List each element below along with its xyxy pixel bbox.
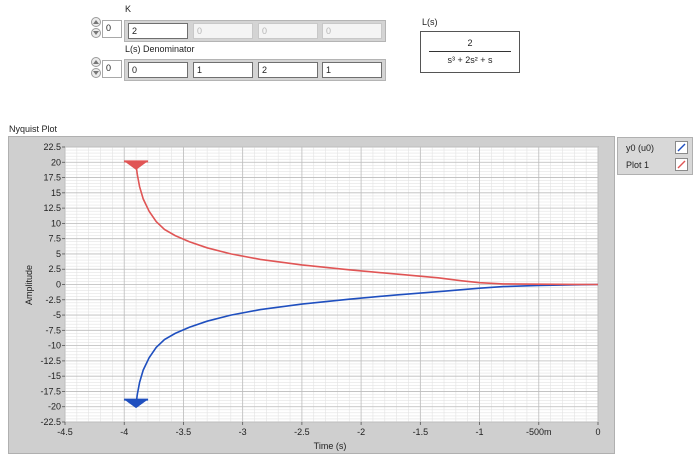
spin-down-icon[interactable] [91,28,101,38]
x-tick-label: -3.5 [176,427,192,437]
y-axis-label: Amplitude [24,264,34,306]
y-tick-label: 15 [51,188,61,198]
legend-name-plot1: Plot 1 [626,160,650,170]
y-tick-label: -20 [48,402,61,412]
series-line-y0 [135,283,599,404]
series-line-plot1 [135,165,599,286]
transfer-function-display: 2 s³ + 2s² + s [420,31,520,73]
spin-up-icon[interactable] [91,17,101,27]
ticks: 22.52017.51512.5107.552.50-2.5-5-7.5-10-… [40,142,600,437]
x-tick-label: -1.5 [413,427,429,437]
y-tick-label: -17.5 [40,386,61,396]
denominator-element-2[interactable]: 2 [258,62,318,78]
transfer-function-label: L(s) [422,17,438,27]
x-tick-label: -2.5 [294,427,310,437]
x-tick-label: -500m [526,427,552,437]
denominator-element-3[interactable]: 1 [322,62,382,78]
k-element-1[interactable]: 0 [193,23,253,39]
legend-item-plot1[interactable]: Plot 1 [622,157,690,173]
y-tick-label: 22.5 [43,142,61,152]
denominator-element-0[interactable]: 0 [128,62,188,78]
x-axis-label: Time (s) [313,441,347,451]
y-tick-label: 20 [51,157,61,167]
series [123,160,599,409]
y-tick-label: -12.5 [40,356,61,366]
legend-swatch-icon[interactable] [675,141,688,154]
y-tick-label: -2.5 [45,295,61,305]
denominator-label: L(s) Denominator [125,44,195,54]
y-tick-label: -15 [48,371,61,381]
denominator-array: 0 1 2 1 [124,59,386,81]
y-tick-label: 2.5 [48,264,61,274]
plot-legend[interactable]: y0 (u0) Plot 1 [617,137,693,175]
k-element-2[interactable]: 0 [258,23,318,39]
tf-denominator: s³ + 2s² + s [447,55,493,65]
x-tick-label: -4 [120,427,128,437]
legend-item-y0[interactable]: y0 (u0) [622,140,690,156]
grid [64,146,599,423]
y-tick-label: -10 [48,341,61,351]
y-tick-label: -5 [53,310,61,320]
x-tick-label: -2 [357,427,365,437]
k-index-field[interactable]: 0 [102,20,122,38]
x-tick-label: -3 [239,427,247,437]
denominator-index-field[interactable]: 0 [102,60,122,78]
x-tick-label: -4.5 [57,427,73,437]
denominator-element-1[interactable]: 1 [193,62,253,78]
k-element-3[interactable]: 0 [322,23,382,39]
denominator-index-spinner[interactable] [91,57,101,79]
k-element-0[interactable]: 2 [128,23,188,39]
legend-swatch-icon[interactable] [675,158,688,171]
y-tick-label: 12.5 [43,203,61,213]
x-tick-label: -1 [476,427,484,437]
tf-numerator: 2 [467,38,473,48]
spin-down-icon[interactable] [91,68,101,78]
y-tick-label: 0 [56,280,61,290]
k-index-spinner[interactable] [91,17,101,39]
k-array: 2 0 0 0 [124,20,386,42]
y-tick-label: 7.5 [48,234,61,244]
k-label: K [125,4,132,14]
y-tick-label: -22.5 [40,417,61,427]
y-tick-label: -7.5 [45,325,61,335]
spin-up-icon[interactable] [91,57,101,67]
y-tick-label: 5 [56,249,61,259]
x-tick-label: 0 [595,427,600,437]
tf-fraction-bar [429,51,511,52]
graph-title: Nyquist Plot [9,124,58,134]
y-tick-label: 10 [51,218,61,228]
legend-name-y0: y0 (u0) [626,143,655,153]
y-tick-label: 17.5 [43,173,61,183]
